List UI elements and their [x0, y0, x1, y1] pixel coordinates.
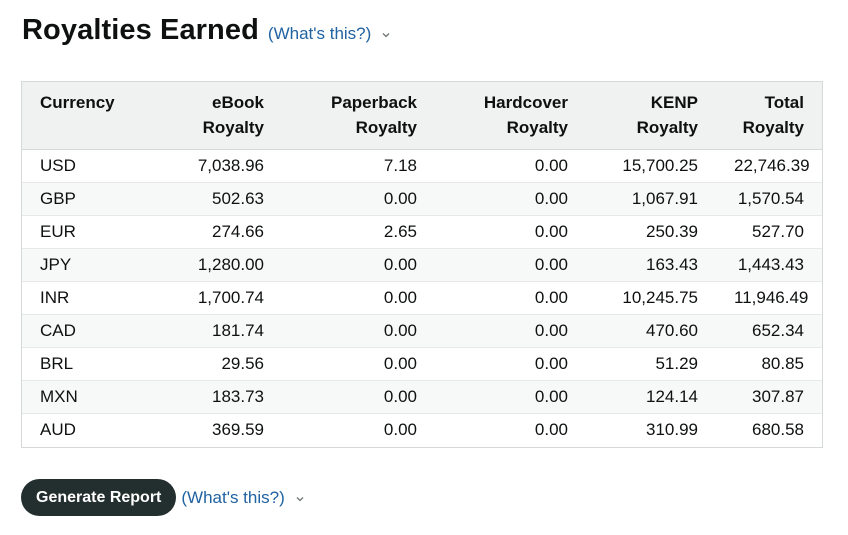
cell-paperback: 0.00 — [282, 281, 435, 315]
table-row: USD 7,038.96 7.18 0.00 15,700.25 22,746.39 — [22, 149, 822, 183]
cell-kenp: 1,067.91 — [586, 182, 716, 216]
header-currency: Currency — [22, 82, 147, 150]
cell-ebook: 1,700.74 — [147, 281, 282, 315]
table-row: AUD 369.59 0.00 0.00 310.99 680.58 — [22, 413, 822, 447]
cell-ebook: 29.56 — [147, 347, 282, 381]
cell-currency: EUR — [22, 215, 147, 249]
cell-kenp: 163.43 — [586, 248, 716, 282]
header-hardcover-royalty: Hardcover Royalty — [435, 82, 586, 150]
cell-ebook: 369.59 — [147, 413, 282, 447]
header-kenp-royalty: KENP Royalty — [586, 82, 716, 150]
cell-hardcover: 0.00 — [435, 314, 586, 348]
cell-total: 527.70 — [716, 215, 822, 249]
whats-this-link[interactable]: (What's this?) — [268, 24, 391, 44]
cell-hardcover: 0.00 — [435, 182, 586, 216]
cell-kenp: 470.60 — [586, 314, 716, 348]
chevron-down-icon — [296, 496, 304, 501]
table-row: CAD 181.74 0.00 0.00 470.60 652.34 — [22, 314, 822, 348]
cell-hardcover: 0.00 — [435, 413, 586, 447]
cell-ebook: 1,280.00 — [147, 248, 282, 282]
table-row: EUR 274.66 2.65 0.00 250.39 527.70 — [22, 215, 822, 249]
royalties-table: Currency eBook Royalty Paperback Royalty H… — [21, 81, 823, 448]
table-row: BRL 29.56 0.00 0.00 51.29 80.85 — [22, 347, 822, 381]
table-row: MXN 183.73 0.00 0.00 124.14 307.87 — [22, 380, 822, 414]
cell-ebook: 274.66 — [147, 215, 282, 249]
cell-paperback: 0.00 — [282, 182, 435, 216]
whats-this-link-footer[interactable]: (What's this?) — [181, 488, 304, 508]
cell-total: 307.87 — [716, 380, 822, 414]
whats-this-label-footer: (What's this?) — [181, 487, 285, 507]
whats-this-label: (What's this?) — [267, 24, 372, 43]
cell-hardcover: 0.00 — [435, 149, 586, 183]
cell-paperback: 2.65 — [282, 215, 435, 249]
report-footer: Generate Report (What's this?) — [21, 479, 305, 516]
cell-kenp: 124.14 — [586, 380, 716, 414]
cell-currency: CAD — [22, 314, 147, 348]
cell-paperback: 0.00 — [282, 314, 435, 348]
table-row: INR 1,700.74 0.00 0.00 10,245.75 11,946.49 — [22, 281, 822, 315]
generate-report-button[interactable]: Generate Report — [21, 479, 177, 516]
cell-total: 22,746.39 — [716, 149, 822, 183]
header-paperback-royalty: Paperback Royalty — [282, 82, 435, 150]
cell-kenp: 15,700.25 — [586, 149, 716, 183]
cell-hardcover: 0.00 — [435, 380, 586, 414]
cell-total: 1,443.43 — [716, 248, 822, 282]
cell-ebook: 183.73 — [147, 380, 282, 414]
cell-ebook: 7,038.96 — [147, 149, 282, 183]
table-header-row: Currency eBook Royalty Paperback Royalty H… — [22, 82, 822, 150]
cell-currency: INR — [22, 281, 147, 315]
cell-total: 1,570.54 — [716, 182, 822, 216]
page-title: Royalties Earned — [22, 14, 259, 46]
cell-hardcover: 0.00 — [435, 347, 586, 381]
cell-kenp: 250.39 — [586, 215, 716, 249]
cell-hardcover: 0.00 — [435, 215, 586, 249]
header-total-royalty: Total Royalty — [716, 82, 822, 150]
cell-paperback: 0.00 — [282, 248, 435, 282]
cell-currency: GBP — [22, 182, 147, 216]
cell-currency: USD — [22, 149, 147, 183]
royalties-header: Royalties Earned (What's this?) — [22, 14, 391, 47]
cell-currency: AUD — [22, 413, 147, 447]
cell-total: 652.34 — [716, 314, 822, 348]
cell-hardcover: 0.00 — [435, 248, 586, 282]
chevron-down-icon — [382, 33, 390, 38]
cell-paperback: 7.18 — [282, 149, 435, 183]
cell-total: 11,946.49 — [716, 281, 822, 315]
table-row: GBP 502.63 0.00 0.00 1,067.91 1,570.54 — [22, 182, 822, 216]
cell-hardcover: 0.00 — [435, 281, 586, 315]
cell-currency: MXN — [22, 380, 147, 414]
cell-currency: BRL — [22, 347, 147, 381]
cell-paperback: 0.00 — [282, 380, 435, 414]
cell-kenp: 310.99 — [586, 413, 716, 447]
table-row: JPY 1,280.00 0.00 0.00 163.43 1,443.43 — [22, 248, 822, 282]
cell-currency: JPY — [22, 248, 147, 282]
cell-paperback: 0.00 — [282, 347, 435, 381]
cell-kenp: 10,245.75 — [586, 281, 716, 315]
cell-total: 680.58 — [716, 413, 822, 447]
cell-paperback: 0.00 — [282, 413, 435, 447]
cell-ebook: 502.63 — [147, 182, 282, 216]
cell-kenp: 51.29 — [586, 347, 716, 381]
cell-total: 80.85 — [716, 347, 822, 381]
cell-ebook: 181.74 — [147, 314, 282, 348]
header-ebook-royalty: eBook Royalty — [147, 82, 282, 150]
